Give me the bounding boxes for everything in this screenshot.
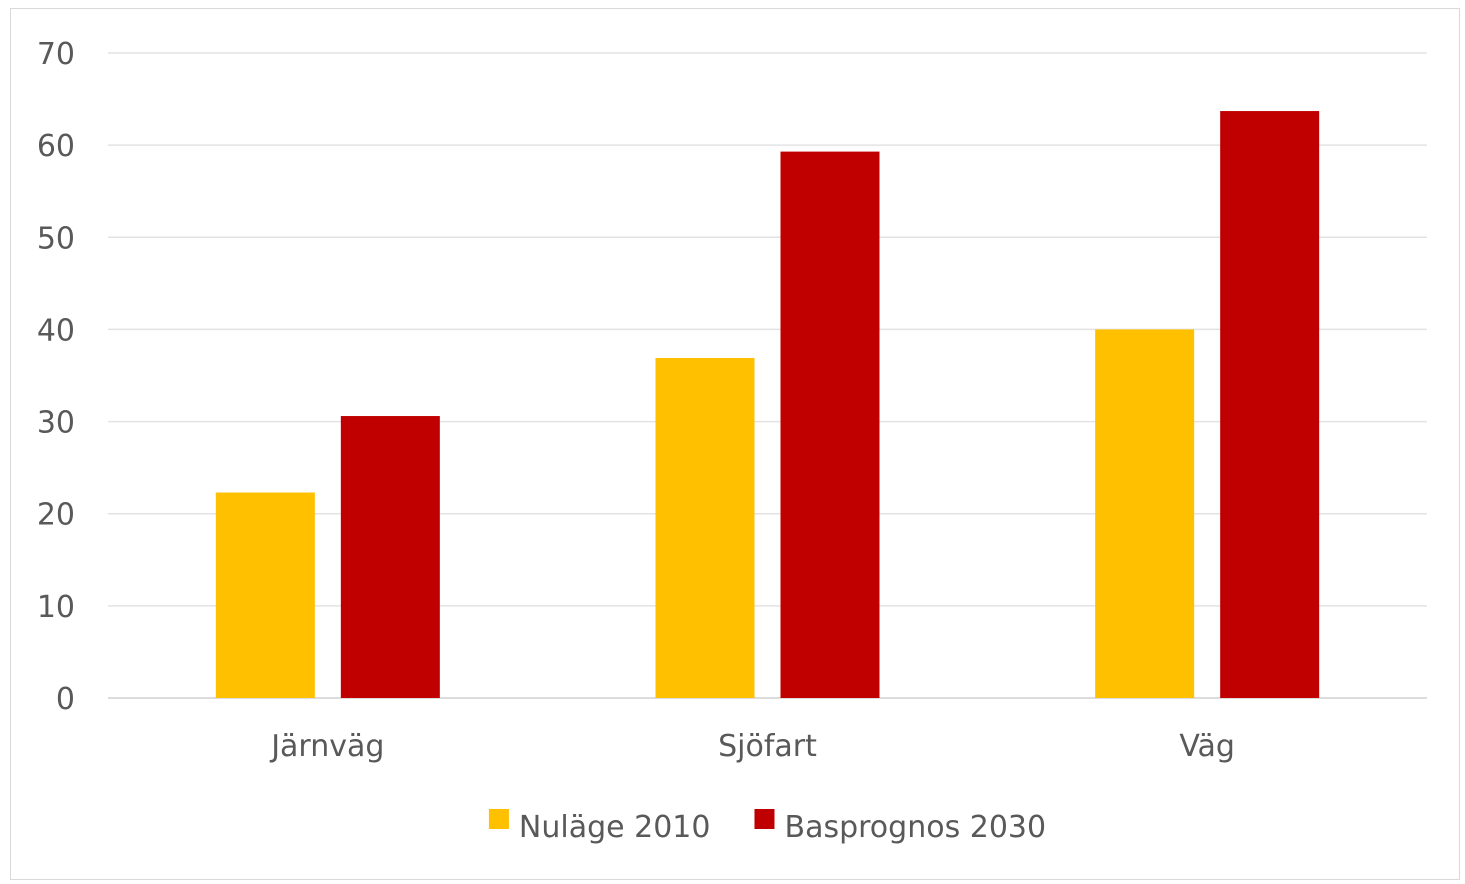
legend-item-0: Nuläge 2010 bbox=[488, 809, 711, 845]
y-tick-label: 20 bbox=[37, 498, 75, 533]
legend-swatch bbox=[488, 809, 509, 829]
x-axis: Järnväg Sjöfart Väg bbox=[269, 729, 1235, 764]
y-tick-label: 0 bbox=[56, 682, 75, 717]
x-tick-label: Väg bbox=[1179, 729, 1235, 764]
bar-nuläge-2010-2 bbox=[1095, 329, 1195, 698]
legend-swatch bbox=[754, 809, 775, 829]
y-tick-label: 70 bbox=[37, 37, 75, 72]
bars bbox=[215, 111, 1320, 699]
bar-basprognos-2030-1 bbox=[780, 151, 880, 699]
legend-label: Basprognos 2030 bbox=[784, 810, 1046, 845]
y-tick-label: 40 bbox=[37, 313, 75, 348]
legend: Nuläge 2010 Basprognos 2030 bbox=[488, 809, 1046, 845]
y-tick-label: 30 bbox=[37, 406, 75, 441]
legend-label: Nuläge 2010 bbox=[519, 810, 711, 845]
y-tick-label: 10 bbox=[37, 590, 75, 625]
bar-basprognos-2030-2 bbox=[1220, 111, 1320, 699]
y-tick-label: 60 bbox=[37, 129, 75, 164]
y-axis: 0 10 20 30 40 50 60 70 bbox=[37, 37, 75, 717]
bar-nuläge-2010-0 bbox=[215, 492, 315, 698]
legend-item-1: Basprognos 2030 bbox=[754, 809, 1046, 845]
gridlines bbox=[108, 52, 1427, 699]
y-tick-label: 50 bbox=[37, 221, 75, 256]
bar-nuläge-2010-1 bbox=[655, 357, 755, 698]
bar-basprognos-2030-0 bbox=[340, 416, 440, 698]
x-tick-label: Järnväg bbox=[269, 729, 384, 764]
x-tick-label: Sjöfart bbox=[718, 729, 817, 764]
